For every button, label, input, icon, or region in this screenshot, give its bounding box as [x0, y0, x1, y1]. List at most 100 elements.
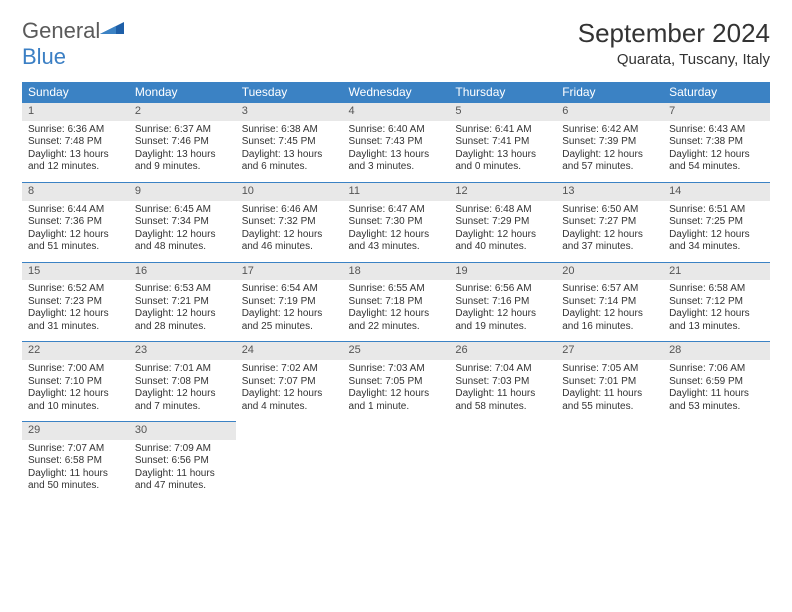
sunset-line: Sunset: 7:41 PM — [455, 136, 529, 147]
daylight-line: Daylight: 12 hours and 51 minutes. — [28, 229, 109, 253]
day-number: 15 — [22, 263, 129, 281]
daylight-line: Daylight: 12 hours and 13 minutes. — [669, 308, 750, 332]
calendar-cell: 9Sunrise: 6:45 AMSunset: 7:34 PMDaylight… — [129, 182, 236, 262]
day-body: Sunrise: 6:57 AMSunset: 7:14 PMDaylight:… — [556, 280, 663, 341]
day-body: Sunrise: 7:02 AMSunset: 7:07 PMDaylight:… — [236, 360, 343, 421]
sunset-line: Sunset: 7:19 PM — [242, 296, 316, 307]
calendar-cell: 8Sunrise: 6:44 AMSunset: 7:36 PMDaylight… — [22, 182, 129, 262]
day-number: 19 — [449, 263, 556, 281]
day-body: Sunrise: 6:46 AMSunset: 7:32 PMDaylight:… — [236, 201, 343, 262]
sunrise-line: Sunrise: 7:01 AM — [135, 363, 211, 374]
sunset-line: Sunset: 7:45 PM — [242, 136, 316, 147]
weekday-header: Saturday — [663, 82, 770, 103]
calendar-cell: 19Sunrise: 6:56 AMSunset: 7:16 PMDayligh… — [449, 262, 556, 342]
day-number: 4 — [343, 103, 450, 121]
day-number: 6 — [556, 103, 663, 121]
weekday-header: Thursday — [449, 82, 556, 103]
day-body: Sunrise: 7:04 AMSunset: 7:03 PMDaylight:… — [449, 360, 556, 421]
day-number: 13 — [556, 183, 663, 201]
sunrise-line: Sunrise: 6:43 AM — [669, 124, 745, 135]
calendar-cell: 30Sunrise: 7:09 AMSunset: 6:56 PMDayligh… — [129, 422, 236, 538]
day-number: 11 — [343, 183, 450, 201]
day-body: Sunrise: 6:37 AMSunset: 7:46 PMDaylight:… — [129, 121, 236, 182]
day-number: 18 — [343, 263, 450, 281]
daylight-line: Daylight: 11 hours and 55 minutes. — [562, 388, 642, 412]
sunrise-line: Sunrise: 7:05 AM — [562, 363, 638, 374]
day-body: Sunrise: 6:47 AMSunset: 7:30 PMDaylight:… — [343, 201, 450, 262]
daylight-line: Daylight: 12 hours and 57 minutes. — [562, 149, 643, 173]
sunset-line: Sunset: 7:43 PM — [349, 136, 423, 147]
sunrise-line: Sunrise: 7:00 AM — [28, 363, 104, 374]
calendar-cell: 27 Sunrise: 7:05 AM Sunset: 7:01 PMDayligh… — [556, 342, 663, 422]
daylight-line: Daylight: 12 hours and 40 minutes. — [455, 229, 536, 253]
weekday-header: Sunday — [22, 82, 129, 103]
sunset-line: Sunset: 7:23 PM — [28, 296, 102, 307]
daylight-line: Daylight: 12 hours and 54 minutes. — [669, 149, 750, 173]
sunset-line: Sunset: 7:05 PM — [349, 376, 423, 387]
calendar-cell: 11Sunrise: 6:47 AMSunset: 7:30 PMDayligh… — [343, 182, 450, 262]
daylight-line: Daylight: 13 hours and 3 minutes. — [349, 149, 430, 173]
calendar-week-row: 1Sunrise: 6:36 AMSunset: 7:48 PMDaylight… — [22, 103, 770, 183]
calendar-cell: 20Sunrise: 6:57 AMSunset: 7:14 PMDayligh… — [556, 262, 663, 342]
day-number: 27 — [556, 342, 663, 360]
calendar-cell: 22Sunrise: 7:00 AMSunset: 7:10 PMDayligh… — [22, 342, 129, 422]
sunset-line: Sunset: 7:16 PM — [455, 296, 529, 307]
calendar-cell: 18Sunrise: 6:55 AMSunset: 7:18 PMDayligh… — [343, 262, 450, 342]
calendar-cell: 4 Sunrise: 6:40 AMSunset: 7:43 PM Daylight… — [343, 103, 450, 183]
daylight-line: Daylight: 12 hours and 34 minutes. — [669, 229, 750, 253]
weekday-header-row: SundayMondayTuesdayWednesdayThursdayFrid… — [22, 82, 770, 103]
day-number: 14 — [663, 183, 770, 201]
day-number: 10 — [236, 183, 343, 201]
sunset-line: Sunset: 7:01 PM — [562, 376, 636, 387]
sunset-line: Sunset: 7:21 PM — [135, 296, 209, 307]
calendar-week-row: 22Sunrise: 7:00 AMSunset: 7:10 PMDayligh… — [22, 342, 770, 422]
sunrise-line: Sunrise: 6:50 AM — [562, 204, 638, 215]
sunrise-line: Sunrise: 6:52 AM — [28, 283, 104, 294]
day-body: Sunrise: 6:40 AMSunset: 7:43 PM Daylight:… — [343, 121, 450, 182]
daylight-line: Daylight: 11 hours and 53 minutes. — [669, 388, 749, 412]
weekday-header: Tuesday — [236, 82, 343, 103]
day-number: 26 — [449, 342, 556, 360]
daylight-line: Daylight: 12 hours and 48 minutes. — [135, 229, 216, 253]
sunrise-line: Sunrise: 6:46 AM — [242, 204, 318, 215]
daylight-line: Daylight: 12 hours and 22 minutes. — [349, 308, 430, 332]
sunset-line: Sunset: 7:14 PM — [562, 296, 636, 307]
sunrise-line: Sunrise: 6:57 AM — [562, 283, 638, 294]
daylight-line: Daylight: 13 hours and 12 minutes. — [28, 149, 109, 173]
day-number: 23 — [129, 342, 236, 360]
calendar-cell — [556, 422, 663, 538]
day-body: Sunrise: 6:45 AMSunset: 7:34 PMDaylight:… — [129, 201, 236, 262]
sunset-line: Sunset: 7:39 PM — [562, 136, 636, 147]
daylight-line: Daylight: 11 hours and 47 minutes. — [135, 468, 215, 492]
day-number: 7 — [663, 103, 770, 121]
title-block: September 2024 Quarata, Tuscany, Italy — [578, 18, 770, 68]
day-body: Sunrise: 6:52 AMSunset: 7:23 PMDaylight:… — [22, 280, 129, 341]
sunset-line: Sunset: 7:03 PM — [455, 376, 529, 387]
daylight-line: Daylight: 12 hours and 46 minutes. — [242, 229, 323, 253]
calendar-cell: 26Sunrise: 7:04 AMSunset: 7:03 PMDayligh… — [449, 342, 556, 422]
sunrise-line: Sunrise: 6:51 AM — [669, 204, 745, 215]
day-number: 28 — [663, 342, 770, 360]
day-body: Sunrise: 6:58 AM Sunset: 7:12 PMDaylight:… — [663, 280, 770, 341]
sunset-line: Sunset: 7:36 PM — [28, 216, 102, 227]
sunrise-line: Sunrise: 6:36 AM — [28, 124, 104, 135]
calendar-cell: 2Sunrise: 6:37 AMSunset: 7:46 PMDaylight… — [129, 103, 236, 183]
day-number: 30 — [129, 422, 236, 440]
sunrise-line: Sunrise: 6:56 AM — [455, 283, 531, 294]
sunrise-line: Sunrise: 6:58 AM — [669, 283, 745, 294]
sunrise-line: Sunrise: 6:48 AM — [455, 204, 531, 215]
weekday-header: Monday — [129, 82, 236, 103]
sunrise-line: Sunrise: 6:40 AM — [349, 124, 425, 135]
day-number: 22 — [22, 342, 129, 360]
sunrise-line: Sunrise: 6:37 AM — [135, 124, 211, 135]
calendar-cell — [663, 422, 770, 538]
sunrise-line: Sunrise: 6:55 AM — [349, 283, 425, 294]
sunrise-line: Sunrise: 7:04 AM — [455, 363, 531, 374]
calendar-week-row: 29Sunrise: 7:07 AMSunset: 6:58 PMDayligh… — [22, 422, 770, 538]
calendar-cell: 6Sunrise: 6:42 AMSunset: 7:39 PMDaylight… — [556, 103, 663, 183]
day-body: Sunrise: 6:55 AMSunset: 7:18 PMDaylight:… — [343, 280, 450, 341]
calendar-cell: 28Sunrise: 7:06 AMSunset: 6:59 PMDayligh… — [663, 342, 770, 422]
day-body: Sunrise: 7:06 AMSunset: 6:59 PMDaylight:… — [663, 360, 770, 421]
logo-triangle-icon — [100, 20, 124, 38]
sunset-line: Sunset: 7:12 PM — [669, 296, 743, 307]
